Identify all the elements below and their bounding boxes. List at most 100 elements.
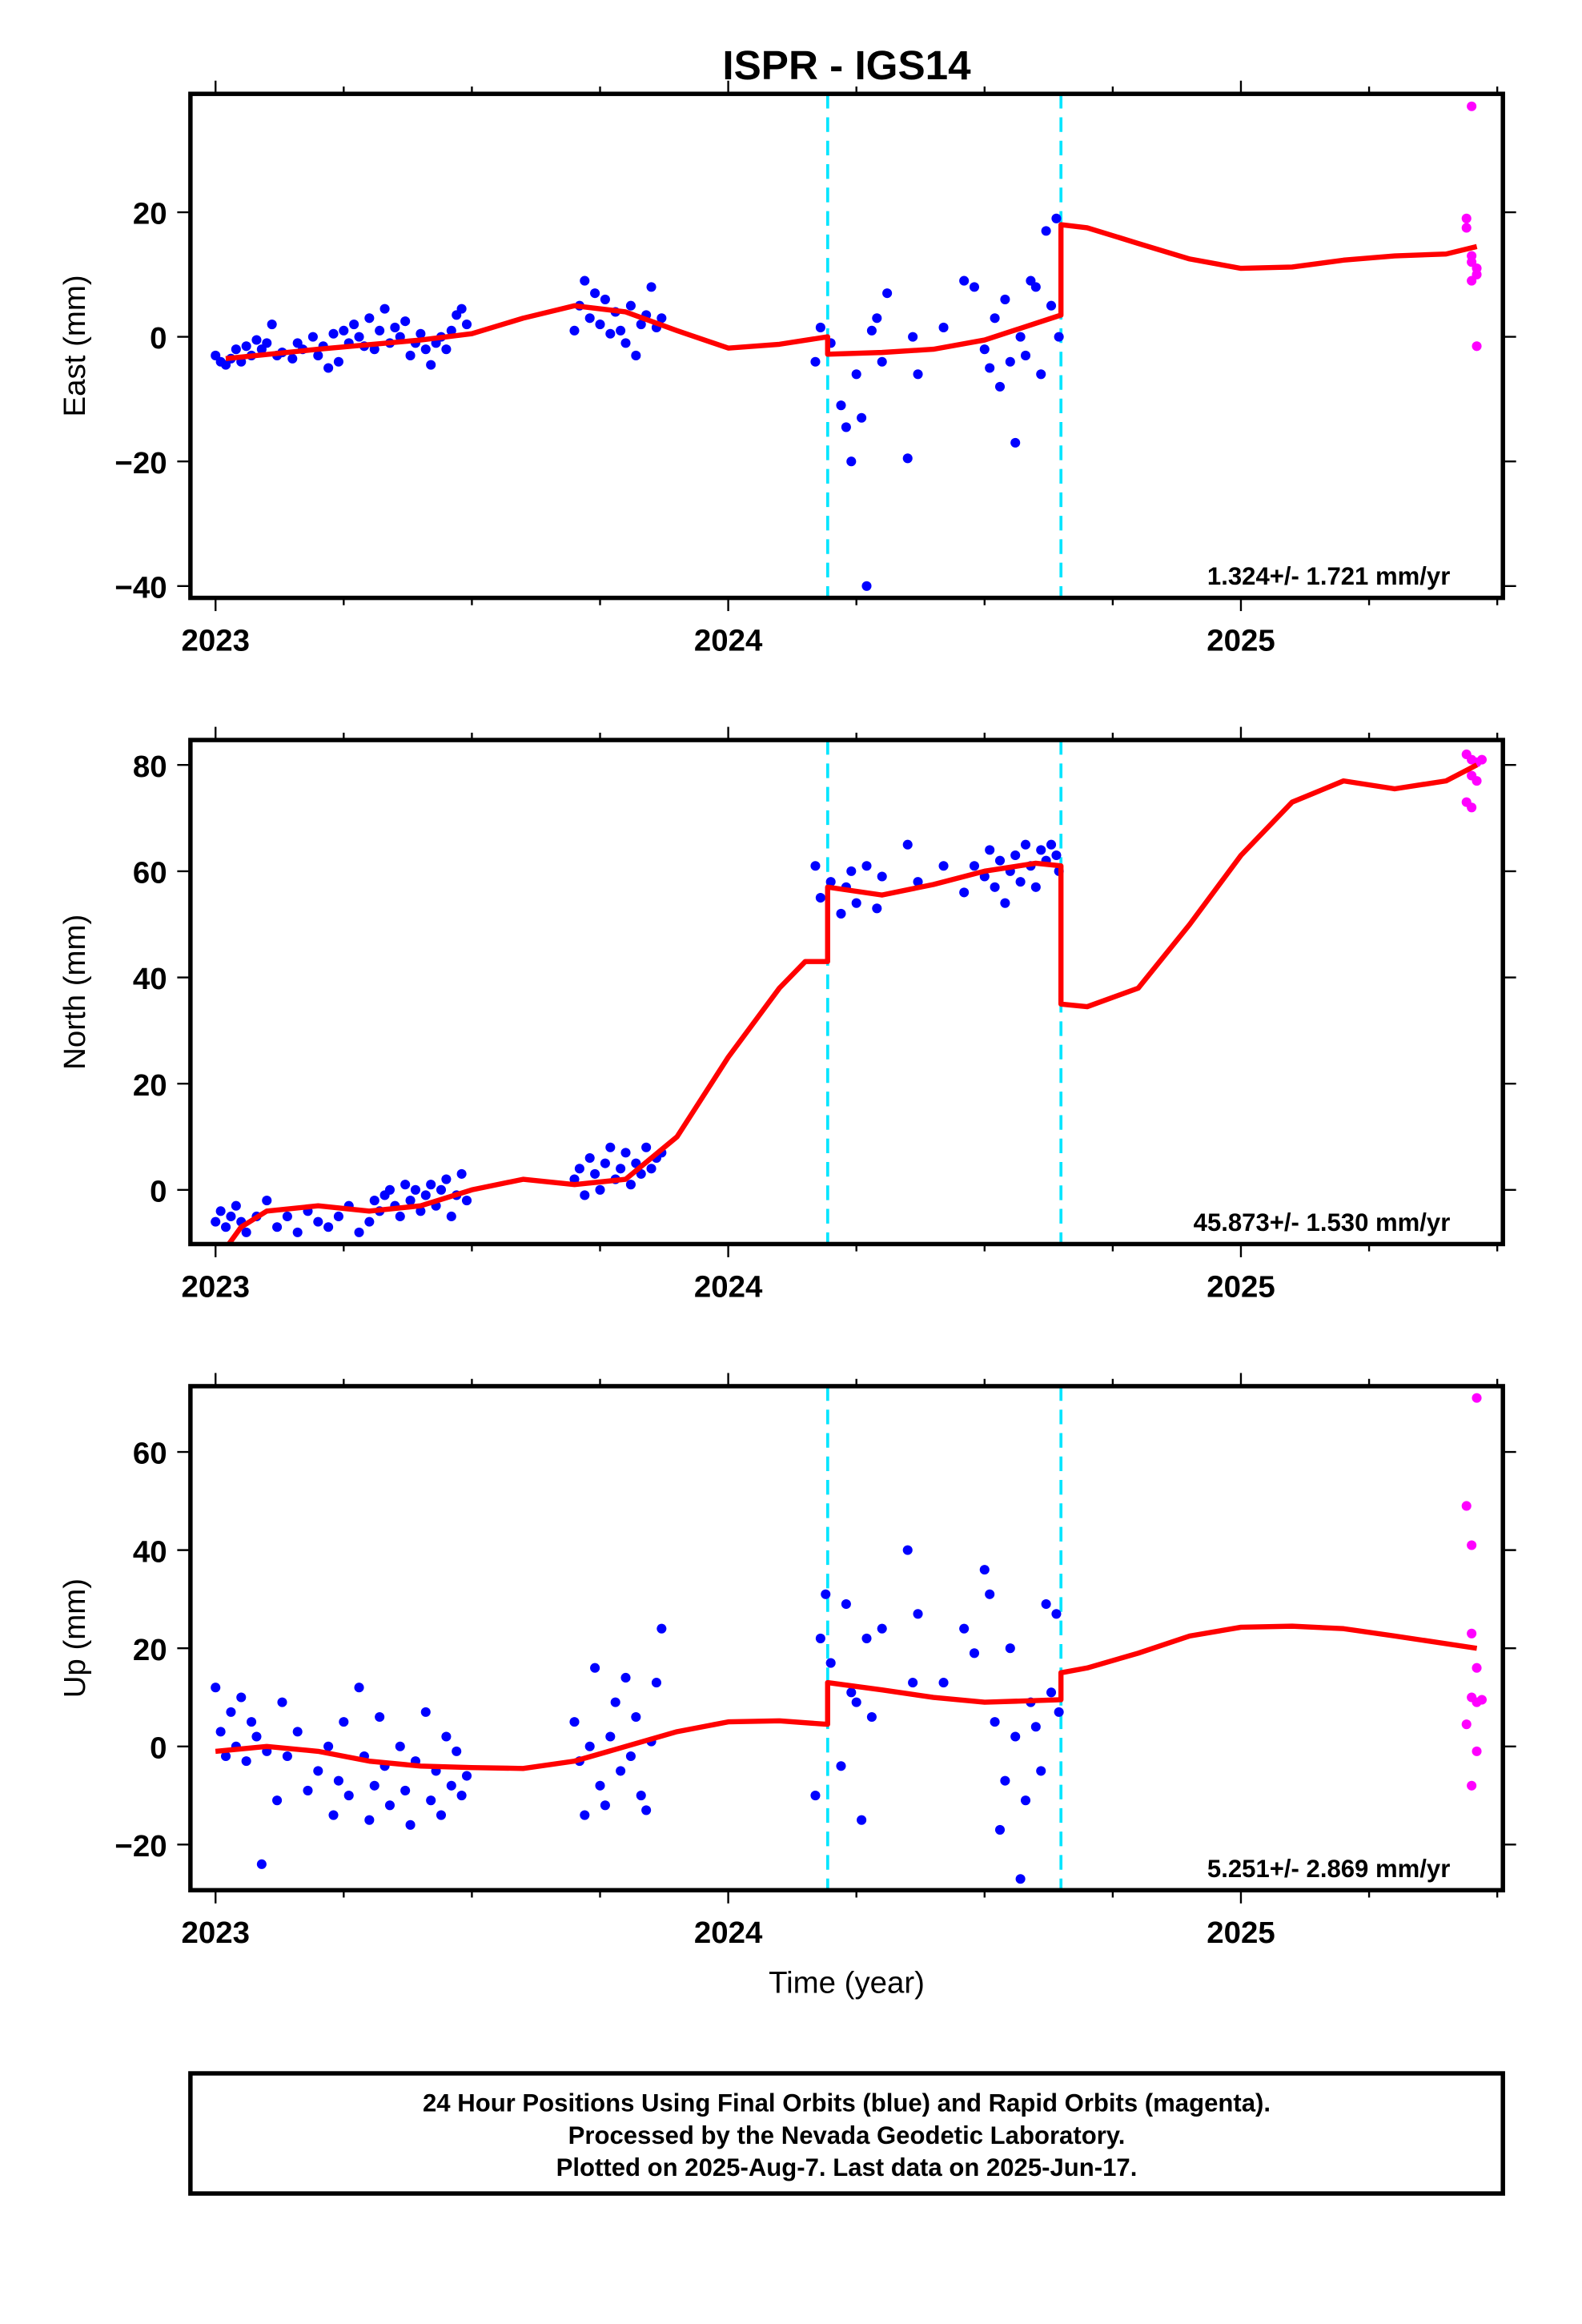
final-orbit-point [1041,226,1051,236]
x-tick-label: 2023 [182,623,250,657]
rapid-orbit-point [1467,1628,1477,1638]
final-orbit-point [241,341,251,352]
footer-line-3: Plotted on 2025-Aug-7. Last data on 2025… [556,2153,1138,2181]
final-orbit-point [364,313,375,324]
final-orbit-point [877,1623,887,1634]
final-orbit-point [226,1707,236,1717]
rapid-orbit-point [1461,1501,1472,1511]
final-orbit-point [584,1741,595,1751]
final-orbit-point [416,328,426,339]
final-orbit-point [251,335,262,345]
y-tick-label: 0 [150,1174,167,1208]
final-orbit-point [595,320,605,330]
final-orbit-point [369,1780,379,1791]
y-tick-label: −20 [114,446,167,480]
y-tick-label: 0 [150,321,167,356]
final-orbit-point [902,839,913,850]
footer-line-2: Processed by the Nevada Geodetic Laborat… [568,2121,1126,2149]
panel-east: 2023 2024 2025 20 0 −20 −40 East (mm) 1.324+/- 1… [58,80,1516,657]
final-orbit-point [990,882,1000,892]
final-orbit-point [328,328,339,339]
final-orbit-point [416,1206,426,1216]
final-orbit-point [595,1780,605,1791]
final-orbit-point [251,1731,262,1742]
final-orbit-point [277,1697,287,1707]
model-fit-line [215,1623,1478,1771]
final-orbit-point [590,1168,600,1179]
plot-area [211,1385,1487,1891]
final-orbit-point [1046,300,1057,311]
plot-area [211,94,1482,598]
final-orbit-point [841,422,851,432]
final-orbit-point [913,877,923,887]
final-orbit-point [1041,1598,1051,1610]
final-orbit-point [1020,839,1031,850]
rapid-orbit-point [1472,776,1482,786]
final-orbit-point [211,1216,221,1227]
final-orbit-point [656,313,667,324]
final-orbit-point [384,1184,395,1195]
x-tick-label: 2023 [182,1916,250,1950]
final-orbit-point [436,1810,447,1820]
final-orbit-point [441,1174,452,1184]
plot-frame [188,1384,1505,1893]
final-orbit-point [333,356,343,367]
final-orbit-point [872,313,882,324]
final-orbit-point [836,1761,846,1771]
rapid-orbit-point [1472,1393,1482,1403]
final-orbit-point [985,363,995,373]
final-orbit-point [857,1815,867,1825]
final-orbit-point [877,356,887,367]
final-orbit-point [236,1692,247,1703]
final-orbit-point [446,1211,456,1222]
panel-north: 2023 2024 2025 80 60 40 20 0 North (mm) 45.873+/-… [58,726,1516,1304]
final-orbit-point [815,893,825,903]
y-tick-label: 0 [150,1731,167,1765]
final-orbit-point [405,1196,416,1206]
final-orbit-point [262,338,272,348]
velocity-rate-label: 45.873+/- 1.530 mm/yr [1194,1208,1451,1236]
final-orbit-point [333,1775,343,1786]
rapid-orbit-point [1476,754,1487,765]
final-orbit-point [369,1196,379,1206]
final-orbit-point [646,282,656,292]
final-orbit-point [625,1180,636,1190]
final-orbit-point [395,1741,405,1751]
final-orbit-point [339,325,349,336]
velocity-rate-label: 1.324+/- 1.721 mm/yr [1207,562,1450,590]
plot-area [211,740,1487,1244]
rapid-orbit-point [1461,1719,1472,1730]
final-orbit-point [616,1164,626,1174]
final-orbit-point [323,1741,334,1751]
final-orbit-point [1005,1643,1015,1654]
final-orbit-point [959,275,970,286]
final-orbit-point [1015,332,1026,342]
final-orbit-point [446,1780,456,1791]
final-orbit-point [866,325,877,336]
final-orbit-point [1000,1775,1010,1786]
final-orbit-point [861,581,872,591]
final-orbit-point [446,325,456,336]
final-orbit-point [616,325,626,336]
final-orbit-point [390,322,400,332]
y-tick-label: 20 [133,1633,167,1667]
final-orbit-point [872,903,882,914]
final-orbit-point [631,1711,641,1723]
final-orbit-point [400,1180,411,1190]
final-orbit-point [902,453,913,464]
final-orbit-point [1015,1874,1026,1884]
final-orbit-point [857,412,867,423]
final-orbit-point [303,1785,313,1795]
final-orbit-point [908,1678,918,1688]
y-tick-label: 20 [133,197,167,231]
final-orbit-point [1051,213,1062,223]
final-orbit-point [384,1800,395,1811]
final-orbit-point [1015,877,1026,887]
final-orbit-point [815,322,825,332]
final-orbit-point [313,1216,323,1227]
final-orbit-point [420,1707,431,1717]
final-orbit-point [994,1824,1006,1835]
final-orbit-point [990,1717,1000,1727]
final-orbit-point [846,866,857,876]
final-orbit-point [328,1810,339,1820]
